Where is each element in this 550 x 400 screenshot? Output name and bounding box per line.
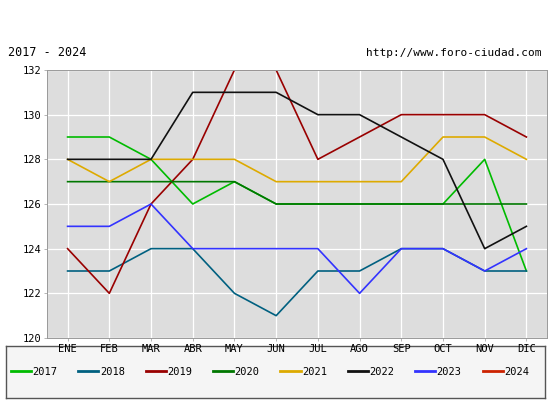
Text: 2019: 2019 [167, 367, 192, 377]
Text: 2017 - 2024: 2017 - 2024 [8, 46, 87, 60]
Text: 2023: 2023 [437, 367, 461, 377]
Text: 2020: 2020 [234, 367, 260, 377]
Text: 2022: 2022 [370, 367, 394, 377]
Text: Evolucion num de emigrantes en Rute: Evolucion num de emigrantes en Rute [116, 12, 435, 26]
Text: 2021: 2021 [302, 367, 327, 377]
Text: http://www.foro-ciudad.com: http://www.foro-ciudad.com [366, 48, 542, 58]
Text: 2024: 2024 [504, 367, 529, 377]
Text: 2017: 2017 [32, 367, 57, 377]
Text: 2018: 2018 [100, 367, 125, 377]
